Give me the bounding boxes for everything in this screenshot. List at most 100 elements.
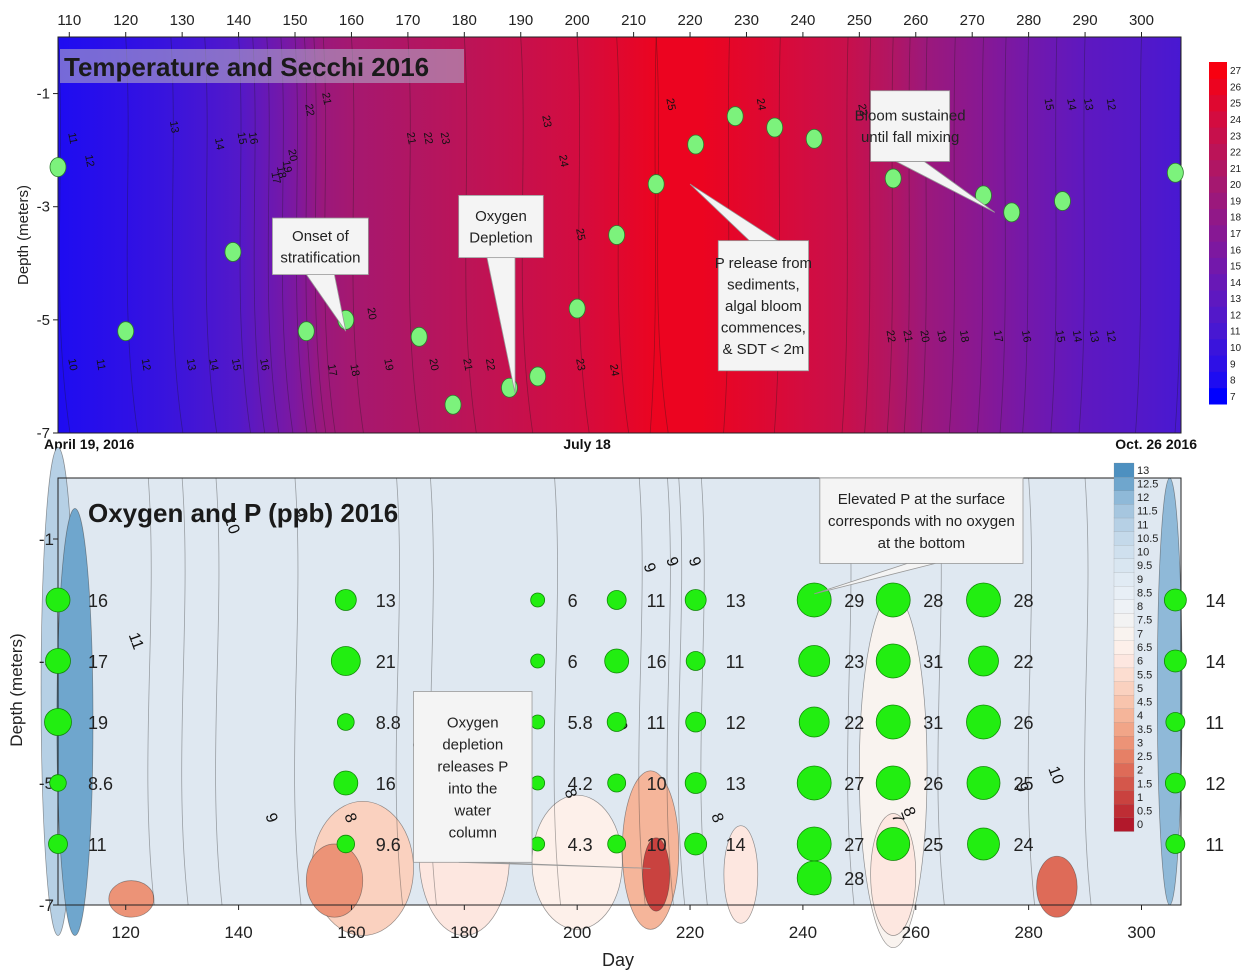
colorbar-label: 10.5 (1137, 533, 1158, 545)
x-tick-label: 260 (903, 12, 928, 29)
phosphorus-value: 28 (844, 869, 864, 889)
phosphorus-point (604, 648, 630, 674)
x-tick-label: 260 (902, 923, 930, 942)
annotation-text: into the (448, 780, 497, 797)
phosphorus-value: 4.3 (568, 835, 593, 855)
colorbar-swatch (1113, 490, 1135, 505)
x-axis-label: Day (602, 950, 634, 970)
annotation-callout: Oxygen Depletion (458, 194, 544, 394)
isotherm-label: 15 (235, 131, 249, 145)
isotherm-label: 12 (1104, 97, 1118, 111)
isotherm-label: 17 (325, 363, 339, 377)
phosphorus-value: 11 (647, 713, 666, 733)
phosphorus-point (330, 646, 361, 676)
isotherm-label: 20 (285, 148, 299, 162)
isotherm-label: 18 (274, 165, 288, 179)
phosphorus-point (530, 836, 546, 852)
phosphorus-point (685, 711, 707, 733)
x-tick-label: 230 (734, 12, 759, 29)
phosphorus-point (684, 589, 707, 611)
colorbar-swatch (1209, 290, 1227, 307)
isotherm-line (266, 36, 280, 434)
isotherm-label: 18 (957, 329, 971, 343)
colorbar-label: 12.5 (1137, 478, 1158, 490)
isotherm-line (204, 36, 218, 434)
phosphorus-point (967, 827, 1000, 861)
oxygen-contour (638, 477, 646, 906)
isotherm-line (903, 36, 911, 434)
x-tick-label: 140 (224, 923, 252, 942)
oxygen-zone (108, 880, 155, 918)
isotherm-line (841, 36, 849, 434)
x-tick-label: 300 (1127, 923, 1155, 942)
secchi-point (117, 321, 135, 342)
x-tick-label: 110 (57, 12, 81, 29)
isotherm-label: 20 (364, 307, 378, 321)
phosphorus-value: 11 (1205, 835, 1224, 855)
colorbar-swatch (1113, 476, 1135, 491)
x-tick-label: 220 (676, 923, 704, 942)
phosphorus-point (606, 712, 627, 732)
colorbar-label: 10 (1137, 547, 1149, 559)
colorbar-label: 3.5 (1137, 724, 1152, 736)
colorbar-swatch (1209, 94, 1227, 112)
annotation-text: & SDT < 2m (722, 341, 804, 358)
isotherm-label: 14 (212, 137, 226, 151)
isotherm-line (1078, 36, 1086, 434)
phosphorus-point (798, 645, 831, 677)
phosphorus-value: 19 (88, 713, 108, 733)
colorbar-label: 12 (1137, 492, 1149, 504)
x-tick-label: 290 (1073, 12, 1098, 29)
oxygen-contour (677, 477, 686, 906)
annotation-text: corresponds with no oxygen (828, 513, 1015, 530)
colorbar-swatch (1209, 338, 1227, 356)
isotherm-label: 21 (404, 131, 418, 145)
secchi-point (687, 134, 705, 155)
phosphorus-value: 13 (376, 591, 396, 611)
isotherm-line (576, 36, 590, 434)
annotation-box (272, 217, 369, 275)
colorbar-label: 4 (1137, 710, 1143, 722)
isotherm-label: 24 (556, 154, 570, 168)
colorbar-label: 2.5 (1137, 751, 1152, 763)
colorbar-swatch (1113, 680, 1135, 696)
phosphorus-point (334, 589, 357, 611)
colorbar-label: 19 (1230, 196, 1242, 207)
colorbar-label: 1 (1137, 792, 1143, 804)
phosphorus-value: 14 (1205, 591, 1225, 611)
phosphorus-value: 10 (647, 774, 667, 794)
secchi-point (49, 157, 67, 178)
oxygen-contour (181, 477, 189, 906)
colorbar-label: 16 (1230, 245, 1242, 256)
colorbar-label: 18 (1230, 213, 1242, 224)
colorbar-label: 5 (1137, 683, 1143, 695)
colorbar-swatch (1113, 640, 1135, 655)
colorbar-label: 9.5 (1137, 560, 1152, 572)
colorbar-swatch (1113, 749, 1135, 764)
colorbar-swatch (1209, 322, 1227, 340)
isotherm-label: 14 (206, 358, 220, 372)
colorbar-swatch (1209, 176, 1227, 193)
phosphorus-point (875, 582, 911, 618)
annotation-text: P release from (715, 255, 812, 272)
colorbar-label: 26 (1230, 82, 1242, 93)
phosphorus-point (1163, 588, 1187, 612)
phosphorus-value: 16 (376, 774, 396, 794)
annotation-text: at the bottom (878, 535, 966, 552)
x-tick-label: 190 (508, 12, 533, 29)
annotation-callout: Elevated P at the surface corresponds wit… (814, 477, 1024, 595)
phosphorus-value: 27 (844, 774, 864, 794)
x-tick-label: 160 (339, 12, 364, 29)
colorbar-swatch (1209, 387, 1227, 405)
oxygen-contour (147, 477, 155, 906)
phosphorus-value: 8.6 (88, 774, 113, 794)
isotherm-label: 19 (934, 329, 948, 343)
date-label: April 19, 2016 (44, 436, 134, 452)
phosphorus-point (607, 834, 627, 854)
isotherm-label: 14 (1064, 97, 1078, 111)
colorbar-swatch (1209, 192, 1227, 210)
colorbar: 7 8 9 10 11 12 13 14 15 16 17 18 19 20 21 22 23 24 25 26 27 (1209, 62, 1242, 405)
plot-frame (57, 477, 1182, 906)
secchi-point (568, 298, 586, 319)
